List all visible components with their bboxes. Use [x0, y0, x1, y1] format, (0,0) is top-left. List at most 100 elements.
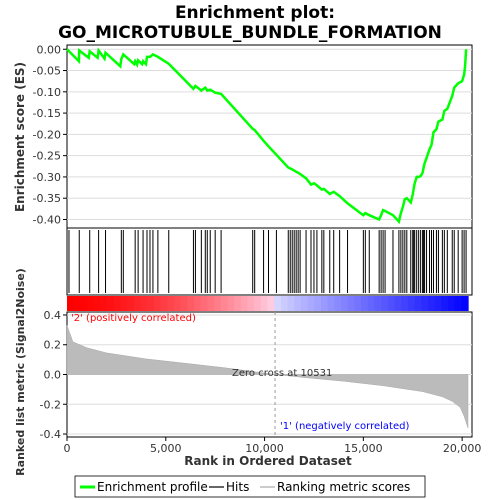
- color-bar-segment: [120, 296, 128, 311]
- color-bar-segment: [407, 296, 416, 311]
- es-tick-label: -0.30: [33, 171, 61, 184]
- chart-title-line1: Enrichment plot:: [175, 3, 335, 23]
- metric-tick-label: 0.0: [44, 369, 62, 382]
- color-bar-segment: [247, 296, 255, 311]
- es-tick-label: -0.40: [33, 213, 61, 226]
- color-bar-segment: [381, 296, 389, 311]
- es-y-ticks: 0.00 -0.05 -0.10 -0.15 -0.20 -0.25 -0.30 -0.35 -…: [33, 43, 67, 226]
- metric-tick-label: -0.2: [40, 398, 61, 411]
- color-bar-segment: [454, 296, 462, 311]
- color-bar-segment: [107, 296, 115, 311]
- x-tick-label: 5,000: [150, 442, 182, 455]
- color-bar-segment: [287, 296, 295, 311]
- color-bar-segment: [227, 296, 235, 311]
- color-bar-segment: [260, 296, 269, 311]
- metric-tick-label: -0.4: [40, 428, 61, 441]
- x-tick-label: 0: [64, 442, 71, 455]
- es-gridlines: [67, 48, 472, 220]
- color-bar-segment: [447, 296, 456, 311]
- color-bar-segment: [274, 296, 282, 311]
- x-tick-label: 10,000: [245, 442, 284, 455]
- color-bar-segment: [361, 296, 369, 311]
- color-bar-segment: [280, 296, 289, 311]
- legend-metric-label: Ranking metric scores: [277, 480, 410, 494]
- color-bar-segment: [307, 296, 315, 311]
- legend-enrichment-label: Enrichment profile: [97, 480, 208, 494]
- color-bar-segment: [180, 296, 188, 311]
- color-bar-segment: [73, 296, 81, 311]
- metric-y-axis-label: Ranked list metric (Signal2Noise): [14, 268, 27, 476]
- es-tick-label: -0.10: [33, 86, 61, 99]
- color-bar-segment: [387, 296, 396, 311]
- hit-marks: [68, 230, 467, 293]
- color-bar-segment: [153, 296, 162, 311]
- color-bar-segment: [267, 296, 275, 311]
- color-bar-segment: [193, 296, 202, 311]
- legend-box: [74, 475, 426, 498]
- color-bar-segment: [93, 296, 102, 311]
- color-bar-segment: [173, 296, 182, 311]
- color-bar-segment: [314, 296, 322, 311]
- color-bar-segment: [127, 296, 135, 311]
- color-bar-segment: [434, 296, 442, 311]
- color-bar-segment: [100, 296, 108, 311]
- color-bar-segment: [207, 296, 215, 311]
- negative-correlation-label: '1' (negatively correlated): [280, 421, 409, 432]
- color-bar-segment: [374, 296, 382, 311]
- color-bar-segment: [67, 296, 75, 311]
- color-bar-segment: [200, 296, 208, 311]
- color-bar-segment: [133, 296, 142, 311]
- x-tick-label: 15,000: [344, 442, 383, 455]
- es-tick-label: -0.05: [33, 65, 61, 78]
- color-bar-segment: [294, 296, 302, 311]
- enrichment-profile-line: [66, 47, 468, 225]
- color-bar-segment: [220, 296, 229, 311]
- color-bar-segment: [327, 296, 335, 311]
- metric-tick-label: 0.4: [44, 309, 62, 322]
- positive-correlation-label: '2' (positively correlated): [71, 313, 196, 324]
- es-tick-label: -0.15: [33, 107, 61, 120]
- es-y-axis-label: Enrichment score (ES): [13, 62, 27, 212]
- color-bar-segment: [160, 296, 168, 311]
- color-bar-segment: [341, 296, 349, 311]
- color-bar-segment: [214, 296, 222, 311]
- legend-hits-label: Hits: [226, 480, 249, 494]
- color-bar-segment: [87, 296, 95, 311]
- es-panel: [66, 44, 473, 229]
- es-tick-label: -0.35: [33, 192, 61, 205]
- metric-tick-label: 0.2: [44, 339, 62, 352]
- color-bar-segment: [414, 296, 422, 311]
- color-bar-segment: [80, 296, 88, 311]
- color-bar-segment: [441, 296, 449, 311]
- color-bar-segment: [240, 296, 249, 311]
- color-bar-segment: [461, 296, 469, 311]
- x-tick-label: 20,000: [443, 442, 482, 455]
- color-bar-segment: [187, 296, 195, 311]
- metric-y-ticks: 0.4 0.2 0.0 -0.2 -0.4: [40, 309, 67, 441]
- x-axis-label: Rank in Ordered Dataset: [184, 454, 352, 468]
- color-bar-segment: [254, 296, 262, 311]
- es-tick-label: 0.00: [37, 43, 62, 56]
- ranking-metric-area: [66, 325, 469, 429]
- color-bar-segment: [320, 296, 329, 311]
- color-bar-segment: [140, 296, 148, 311]
- es-tick-label: -0.20: [33, 128, 61, 141]
- color-bar-segment: [113, 296, 122, 311]
- color-bar-segment: [300, 296, 309, 311]
- color-bar-segment: [421, 296, 429, 311]
- color-bar-segment: [234, 296, 242, 311]
- ranking-color-bar: [67, 296, 469, 311]
- x-axis-ticks: 0 5,000 10,000 15,000 20,000: [64, 437, 482, 455]
- color-bar-segment: [147, 296, 155, 311]
- color-bar-segment: [334, 296, 342, 311]
- chart-title-line2: GO_MICROTUBULE_BUNDLE_FORMATION: [58, 23, 442, 43]
- es-tick-label: -0.25: [33, 150, 61, 163]
- color-bar-segment: [354, 296, 362, 311]
- color-bar-segment: [347, 296, 356, 311]
- color-bar-segment: [427, 296, 436, 311]
- color-bar-segment: [367, 296, 376, 311]
- color-bar-segment: [167, 296, 175, 311]
- zero-cross-label: Zero cross at 10531: [232, 368, 332, 379]
- color-bar-segment: [401, 296, 409, 311]
